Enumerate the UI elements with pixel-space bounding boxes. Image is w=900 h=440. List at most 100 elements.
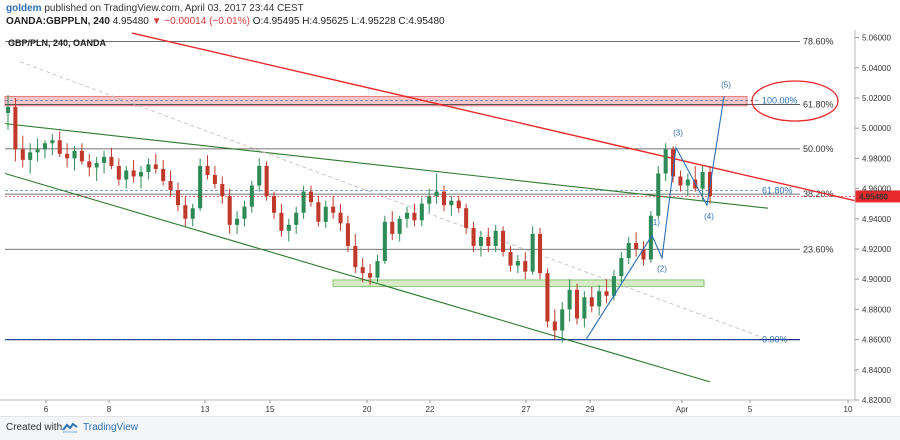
- candle-body: [589, 297, 594, 307]
- candle-body: [493, 230, 498, 246]
- time-tick-label: 6: [44, 405, 49, 414]
- fib-extension-label: 100.00%: [762, 96, 798, 106]
- candle-body: [375, 261, 380, 278]
- time-tick-label: 8: [107, 405, 112, 414]
- candle-body: [538, 233, 543, 274]
- candle-body: [464, 208, 469, 228]
- last-price: 4.95480: [112, 16, 149, 27]
- candle-body: [190, 208, 195, 219]
- price-tick-label: 4.86000: [862, 336, 891, 345]
- candle-body: [102, 156, 107, 163]
- candle-body: [604, 291, 609, 296]
- red-trend-line: [131, 32, 856, 202]
- symbol-name: OANDA:GBPPLN, 240: [6, 16, 110, 27]
- tradingview-logo-icon[interactable]: [62, 421, 78, 433]
- candle-body: [567, 289, 572, 310]
- candle-body: [626, 242, 631, 259]
- author-name[interactable]: goldem: [6, 3, 42, 14]
- fib-extension-label: 61.80%: [762, 186, 793, 196]
- candle-body: [552, 321, 557, 331]
- chart-symbol-label: GBP/PLN, 240, OANDA: [8, 38, 107, 48]
- time-tick-label: Apr: [676, 405, 689, 414]
- candle-body: [353, 245, 358, 268]
- candle-body: [685, 179, 690, 186]
- price-tick-label: 5.02000: [862, 94, 891, 103]
- candle-body: [574, 289, 580, 319]
- fib-382-label: 38.20%: [803, 189, 834, 199]
- price-tick-label: 4.90000: [862, 275, 891, 284]
- candle-body: [345, 223, 350, 246]
- candle-body: [286, 224, 291, 231]
- trend-lines: 78.60% 61.80% 50.00% 38.20% 23.60% 100.00% 61.…: [4, 32, 856, 383]
- price-tick-label: 4.94000: [862, 215, 891, 224]
- candle-body: [427, 196, 432, 204]
- candle-body: [515, 261, 520, 266]
- candle-body: [13, 107, 18, 150]
- ohlc-close-label: C:: [398, 16, 409, 27]
- candle-body: [279, 212, 284, 231]
- annotations: (1) (2) (3) (4) (5) 4.95480: [5, 80, 900, 340]
- candle-body: [619, 258, 624, 277]
- candle-body: [301, 191, 306, 213]
- candle-body: [138, 171, 144, 177]
- fib-extension-label: 0.00%: [762, 335, 788, 345]
- ohlc-line: OANDA:GBPPLN, 240 4.95480 ▼ −0.00014 (−0…: [6, 16, 445, 27]
- candle-body: [412, 212, 417, 221]
- price-axis[interactable]: 5.06000 5.04000 5.02000 5.00000 4.98000 4.960…: [854, 30, 891, 405]
- candle-body: [57, 140, 62, 154]
- ohlc-close: 4.95480: [408, 16, 445, 27]
- fib-500-label: 50.00%: [803, 144, 834, 154]
- candles: [5, 94, 713, 343]
- time-axis[interactable]: 6 8 13 15 20 22 27 29 Apr 5 10: [0, 399, 855, 414]
- ohlc-open-label: O:: [252, 16, 264, 27]
- candle-body: [404, 212, 410, 219]
- candle-body: [198, 165, 203, 209]
- candle-body: [124, 170, 129, 180]
- candle-body: [545, 273, 550, 322]
- price-tick-label: 4.96000: [862, 185, 891, 194]
- candle-body: [641, 248, 646, 260]
- candle-body: [264, 165, 269, 197]
- time-tick-label: 29: [586, 405, 595, 414]
- candle-body: [153, 164, 158, 169]
- fib-786-label: 78.60%: [803, 36, 834, 46]
- candle-body: [478, 236, 483, 246]
- ohlc-open: 4.95495: [263, 16, 300, 27]
- chart-header: goldem published on TradingView.com, Apr…: [0, 0, 900, 30]
- candle-body: [671, 149, 676, 177]
- candle-body: [323, 206, 328, 222]
- price-tick-label: 4.82000: [862, 396, 891, 405]
- wave-label: (1): [650, 218, 660, 227]
- candle-body: [183, 205, 188, 219]
- candle-body: [72, 150, 77, 159]
- candle-body: [471, 227, 476, 246]
- ohlc-low: 4.95228: [359, 16, 396, 27]
- candle-body: [523, 261, 528, 272]
- publish-line: goldem published on TradingView.com, Apr…: [6, 3, 304, 14]
- candle-body: [131, 170, 136, 177]
- price-tick-label: 4.88000: [862, 305, 891, 314]
- ohlc-low-label: L:: [351, 16, 360, 27]
- time-tick-label: 22: [426, 405, 435, 414]
- time-tick-label: 20: [363, 405, 372, 414]
- candle-body: [146, 164, 151, 172]
- candle-body: [611, 276, 616, 296]
- channel-upper-line: [4, 123, 769, 209]
- candle-body: [434, 191, 439, 197]
- zones: [4, 95, 748, 288]
- time-tick-label: 10: [844, 405, 853, 414]
- price-tick-label: 5.04000: [862, 64, 891, 73]
- time-tick-label: 13: [201, 405, 210, 414]
- candle-body: [205, 165, 210, 175]
- candle-body: [360, 267, 365, 274]
- time-tick-label: 15: [266, 405, 275, 414]
- candle-body: [508, 252, 513, 266]
- candle-body: [634, 242, 639, 249]
- last-price-label: 4.95480: [859, 192, 888, 201]
- tradingview-link[interactable]: TradingView: [83, 422, 139, 433]
- candle-body: [161, 168, 166, 182]
- candle-body: [220, 184, 225, 197]
- price-tick-label: 4.98000: [862, 154, 891, 163]
- candle-body: [390, 221, 395, 234]
